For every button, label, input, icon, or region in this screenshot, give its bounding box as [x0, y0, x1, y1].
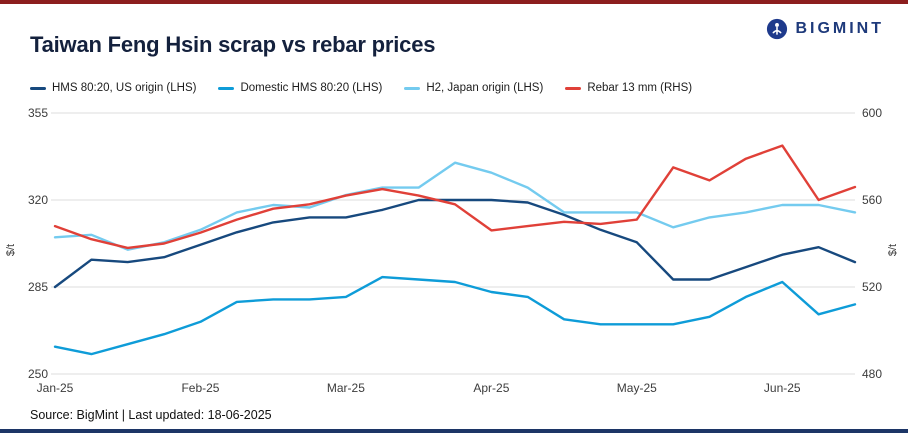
- legend-marker: [30, 86, 46, 90]
- source-text: Source: BigMint | Last updated: 18-06-20…: [30, 408, 272, 422]
- right-axis-tick: 520: [862, 280, 882, 294]
- series-line: [53, 275, 857, 356]
- x-axis-label: Apr-25: [473, 381, 509, 395]
- x-axis-label: Jun-25: [764, 381, 801, 395]
- top-accent-bar: [0, 0, 908, 4]
- bottom-accent-bar: [0, 429, 908, 433]
- left-axis-tick: 285: [28, 280, 48, 294]
- legend-item: Domestic HMS 80:20 (LHS): [218, 82, 382, 94]
- page-title: Taiwan Feng Hsin scrap vs rebar prices: [30, 32, 436, 57]
- legend-item: H2, Japan origin (LHS): [404, 82, 543, 94]
- legend-label: HMS 80:20, US origin (LHS): [52, 82, 197, 94]
- x-axis-label: Mar-25: [327, 381, 365, 395]
- legend-label: Domestic HMS 80:20 (LHS): [240, 82, 383, 94]
- chart-legend: HMS 80:20, US origin (LHS) Domestic HMS 8…: [30, 82, 888, 94]
- series-line: [53, 161, 857, 251]
- chart-area: 355 600 320 560 285 520 250 480 Jan-25 Feb-25 Mar-…: [0, 100, 908, 400]
- x-axis-label: May-25: [617, 381, 657, 395]
- legend-marker: [218, 86, 235, 90]
- legend-marker: [565, 86, 582, 90]
- right-axis-unit-label: $/t: [887, 244, 899, 256]
- right-axis-tick: 480: [862, 367, 882, 381]
- page-header: Taiwan Feng Hsin scrap vs rebar prices: [30, 32, 878, 58]
- left-axis-tick: 320: [28, 193, 48, 207]
- x-axis-label: Feb-25: [181, 381, 219, 395]
- right-axis-tick: 560: [862, 193, 882, 207]
- legend-label: Rebar 13 mm (RHS): [587, 82, 693, 94]
- line-chart: 355 600 320 560 285 520 250 480 Jan-25 Feb-25 Mar-…: [5, 106, 899, 395]
- series-line: [53, 198, 857, 289]
- x-axis-label: Jan-25: [37, 381, 74, 395]
- left-axis-unit-label: $/t: [5, 244, 17, 256]
- brand-name: BIGMINT: [795, 20, 884, 37]
- left-axis-tick: 355: [28, 106, 48, 120]
- legend-marker: [404, 86, 421, 90]
- brand-logo: BIGMINT: [766, 18, 884, 40]
- legend-item: HMS 80:20, US origin (LHS): [30, 82, 196, 94]
- left-axis-tick: 250: [28, 367, 48, 381]
- bigmint-logo-icon: [766, 18, 788, 40]
- legend-label: H2, Japan origin (LHS): [426, 82, 544, 94]
- legend-item: Rebar 13 mm (RHS): [565, 82, 692, 94]
- right-axis-tick: 600: [862, 106, 882, 120]
- series-line: [53, 144, 857, 250]
